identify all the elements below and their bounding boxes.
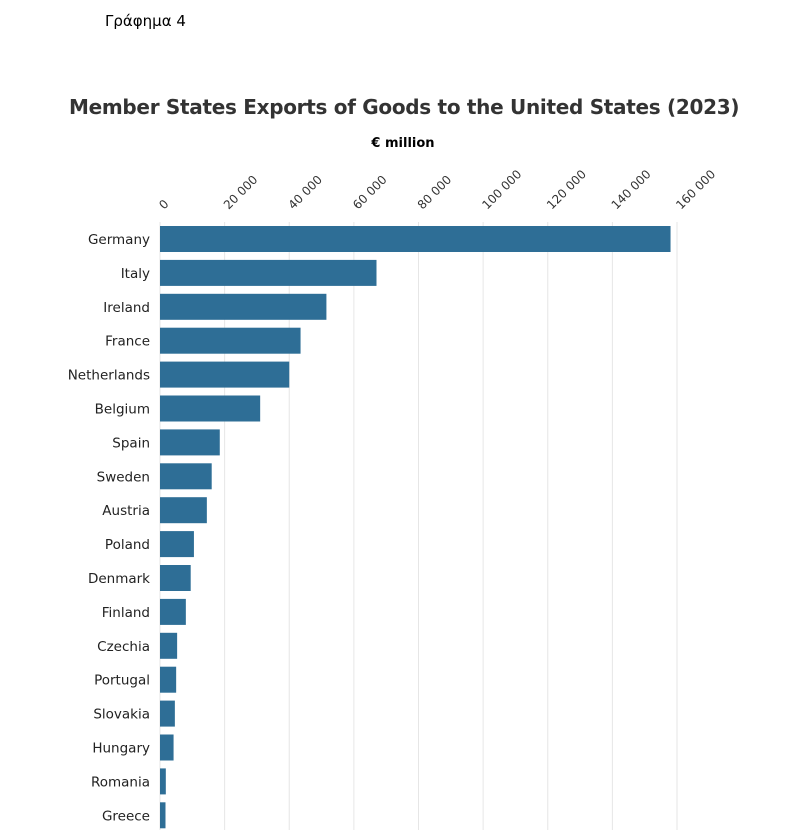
bar-greece: [160, 802, 166, 829]
category-label: Greece: [102, 808, 150, 824]
bar-belgium: [160, 395, 261, 422]
bars: [160, 226, 671, 829]
category-label: Germany: [88, 232, 150, 248]
bar-austria: [160, 497, 207, 524]
bar-finland: [160, 598, 186, 625]
category-label: Romania: [91, 774, 150, 790]
category-label: Italy: [121, 266, 150, 282]
category-label: Denmark: [88, 571, 150, 587]
x-tick-label: 40 000: [285, 173, 325, 213]
bar-sweden: [160, 463, 212, 490]
category-label: Netherlands: [68, 368, 150, 384]
category-label: Sweden: [97, 469, 150, 485]
x-tick-label: 60 000: [350, 173, 390, 213]
category-label: Spain: [112, 435, 150, 451]
bar-slovakia: [160, 700, 175, 727]
bar-denmark: [160, 565, 191, 591]
category-label: Czechia: [97, 639, 150, 655]
chart-title: Member States Exports of Goods to the Un…: [69, 95, 740, 119]
bar-hungary: [160, 734, 174, 761]
bar-germany: [160, 226, 671, 252]
x-tick-label: 80 000: [415, 173, 455, 213]
x-tick-label: 0: [156, 197, 171, 212]
category-labels: Germany Italy Ireland France Netherlands Belg…: [68, 232, 150, 824]
category-label: Finland: [102, 605, 150, 621]
x-tick-label: 140 000: [609, 167, 654, 212]
figure-caption: Γράφημα 4: [105, 12, 186, 30]
x-tick-label: 20 000: [221, 173, 261, 213]
x-tick-label: 120 000: [544, 167, 589, 212]
category-label: Slovakia: [93, 707, 150, 723]
bar-poland: [160, 531, 194, 558]
category-label: Austria: [102, 503, 150, 519]
bar-spain: [160, 429, 220, 456]
x-tick-label: 100 000: [479, 167, 524, 212]
x-tick-label: 160 000: [673, 167, 718, 212]
x-axis-label: € million: [371, 136, 435, 151]
category-label: Hungary: [92, 741, 150, 757]
category-label: France: [105, 334, 150, 350]
bar-france: [160, 327, 301, 354]
bar-romania: [160, 768, 166, 795]
category-label: Poland: [105, 537, 150, 553]
bar-ireland: [160, 293, 327, 320]
gridlines: [159, 222, 678, 830]
bar-netherlands: [160, 361, 290, 388]
bar-italy: [160, 259, 377, 286]
category-label: Ireland: [103, 300, 150, 316]
bar-portugal: [160, 666, 177, 693]
category-label: Portugal: [94, 673, 150, 689]
category-label: Belgium: [95, 402, 150, 418]
bar-czechia: [160, 632, 178, 659]
x-tick-labels: 0 20 000 40 000 60 000 80 000 100 000 120 000 1…: [156, 167, 718, 212]
